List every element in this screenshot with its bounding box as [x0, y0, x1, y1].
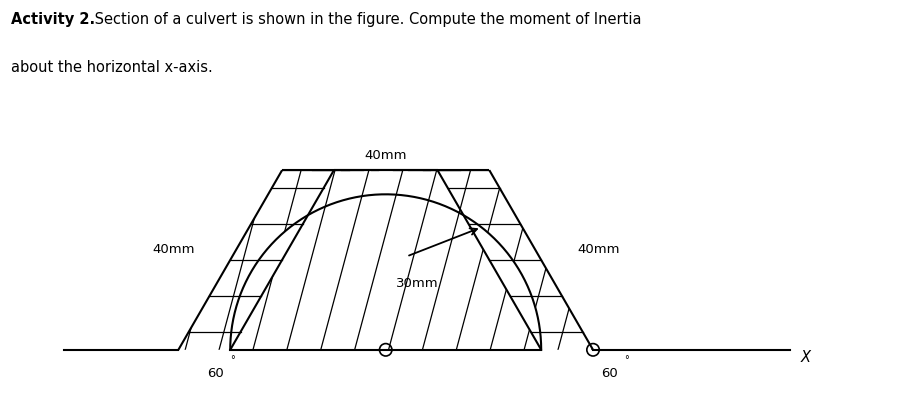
Text: 30mm: 30mm [396, 277, 439, 290]
PathPatch shape [178, 170, 593, 350]
Text: X: X [800, 350, 810, 365]
Text: Activity 2.: Activity 2. [11, 12, 95, 27]
Text: about the horizontal x-axis.: about the horizontal x-axis. [11, 60, 213, 75]
Text: 40mm: 40mm [577, 243, 620, 256]
Text: °: ° [231, 355, 235, 365]
Text: 60: 60 [601, 367, 617, 379]
Text: 40mm: 40mm [365, 150, 407, 162]
Text: 60: 60 [207, 367, 223, 379]
Text: Section of a culvert is shown in the figure. Compute the moment of Inertia: Section of a culvert is shown in the fig… [90, 12, 642, 27]
Text: °: ° [624, 355, 629, 365]
Text: 40mm: 40mm [152, 243, 195, 256]
